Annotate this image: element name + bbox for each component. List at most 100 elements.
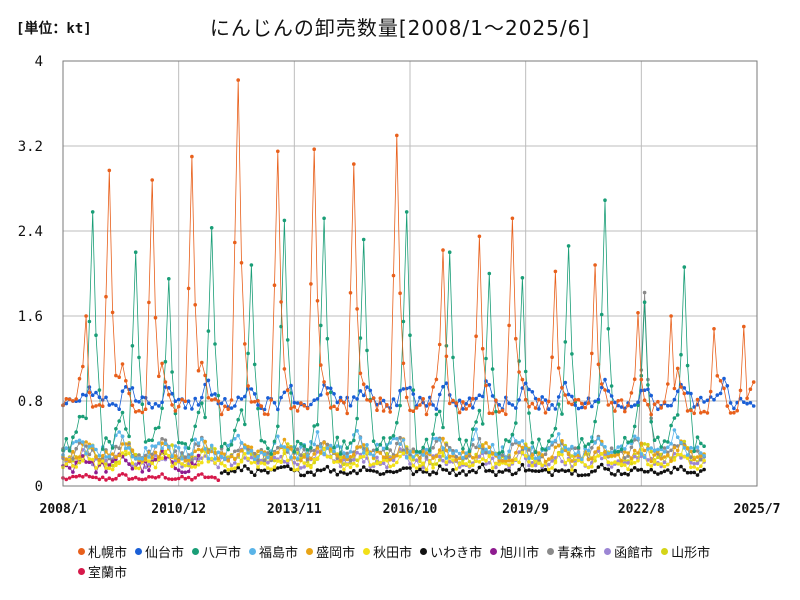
data-point [219,451,224,456]
data-point [130,344,135,348]
data-point [494,409,498,414]
data-point [292,460,297,465]
data-point [732,406,736,411]
data-point [100,475,105,480]
data-point [345,454,350,459]
data-point [309,446,313,450]
data-point [110,463,115,468]
data-point [586,448,591,453]
y-tick-label: 1.6 [18,309,43,325]
data-point [233,469,237,474]
data-point [510,472,515,477]
data-point [74,430,78,434]
data-point [193,456,197,461]
data-point [573,403,577,407]
data-point [276,434,280,439]
data-point [190,458,194,462]
data-point [507,466,511,470]
data-point [71,474,75,479]
data-point [64,437,69,441]
data-point [623,409,627,414]
data-point [176,440,181,445]
data-point [437,458,442,462]
data-point [725,384,730,388]
data-point [90,393,95,398]
data-point [173,411,178,416]
data-point [150,475,154,479]
data-point [537,407,541,411]
data-point [74,456,78,460]
data-point [371,439,376,444]
data-point [583,401,587,406]
data-point [632,424,637,429]
data-point [404,395,409,400]
data-point [685,446,690,451]
data-point [533,406,538,410]
data-point [702,400,706,404]
data-point [385,455,389,459]
data-point [365,448,369,452]
data-point [259,404,264,408]
data-point [480,457,485,461]
data-point [209,393,214,397]
data-point [464,473,469,477]
data-point [74,460,78,465]
legend-label: 盛岡市 [316,545,356,561]
data-point [338,398,343,403]
data-point [246,451,250,455]
data-point [256,465,260,469]
data-point [259,469,264,473]
data-point [603,198,607,202]
data-point [675,389,680,394]
data-point [183,463,188,468]
data-point [140,457,145,461]
data-point [124,379,128,383]
data-point [646,469,650,474]
data-point [256,461,260,465]
data-point [120,451,125,455]
data-point [586,465,591,470]
data-point [507,458,511,463]
data-point [424,467,429,472]
data-point [437,409,442,414]
data-point [180,397,184,402]
data-point [157,425,161,430]
data-point [669,423,673,428]
data-point [437,464,442,468]
data-point [173,462,178,466]
data-point [124,385,128,389]
data-point [609,384,614,388]
data-point [523,454,528,458]
data-point [160,361,164,366]
data-point [533,456,538,461]
data-point [428,448,432,453]
data-point [262,440,267,444]
y-tick-label: 0 [35,479,43,495]
data-point [391,434,396,438]
data-point [355,463,359,468]
data-point [652,438,657,443]
legend-marker-icon [192,547,200,555]
data-point [216,456,221,461]
data-point [669,471,673,475]
data-point [609,453,614,458]
data-point [107,466,112,471]
legend-label: 札幌市 [88,545,128,561]
data-point [335,407,340,412]
data-point [530,469,535,473]
x-tick-label: 2022/8 [618,502,665,517]
data-point [530,440,535,445]
legend-item: 秋田市 [363,541,412,561]
data-point [183,406,188,410]
data-point [110,452,115,456]
data-point [170,403,174,407]
legend-label: 仙台市 [145,545,185,561]
data-point [282,448,287,452]
data-point [583,473,587,477]
data-point [408,462,412,466]
data-point [292,405,297,409]
data-point [167,392,171,397]
data-point [553,456,558,460]
data-point [454,401,459,405]
data-point [375,447,379,452]
